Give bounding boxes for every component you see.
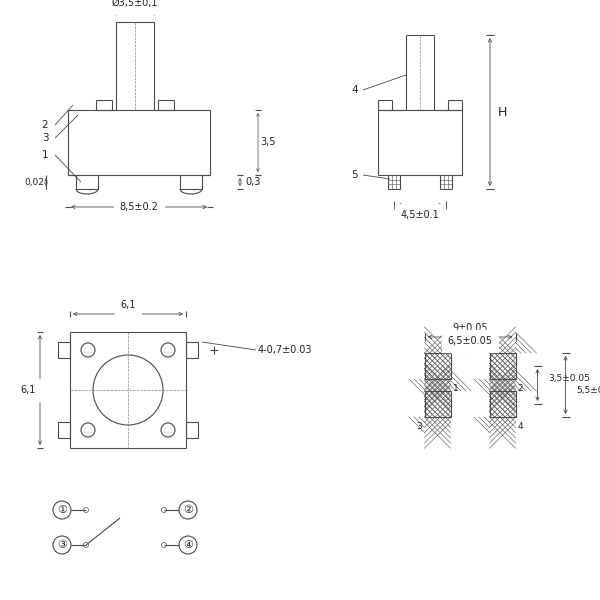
Text: ②: ② [183,505,193,515]
Text: 1: 1 [41,150,49,160]
Text: 9±0.05: 9±0.05 [452,323,488,333]
Text: 4: 4 [517,422,523,431]
Text: H: H [497,106,506,118]
Text: 4: 4 [352,85,358,95]
Text: 6,1: 6,1 [121,300,136,310]
Text: ①: ① [57,505,67,515]
Text: 5: 5 [352,170,358,180]
Text: 4,5±0.1: 4,5±0.1 [401,210,439,220]
Bar [425,391,451,417]
Circle shape [179,501,197,519]
Text: ③: ③ [57,540,67,550]
Text: 2: 2 [517,384,523,393]
Text: 0,3: 0,3 [245,177,260,187]
Circle shape [83,542,89,547]
Text: 2: 2 [41,120,49,130]
Circle shape [83,508,89,512]
Bar [425,353,451,379]
Bar [186,422,198,438]
Bar [490,391,515,417]
Text: 1: 1 [452,384,458,393]
Bar [425,353,451,379]
Circle shape [53,501,71,519]
Text: 3: 3 [41,133,49,143]
Text: 3: 3 [417,422,422,431]
Bar [425,391,451,417]
Circle shape [179,536,197,554]
Text: 8,5±0.2: 8,5±0.2 [119,202,158,212]
Text: 3,5: 3,5 [260,137,276,148]
Bar [490,391,515,417]
Text: 4-0,7±0.03: 4-0,7±0.03 [258,345,313,355]
Text: 6,1: 6,1 [20,385,35,395]
Circle shape [53,536,71,554]
Circle shape [161,542,167,547]
Text: 3,5±0.05: 3,5±0.05 [548,374,590,383]
Circle shape [161,508,167,512]
Text: ④: ④ [183,540,193,550]
Bar [490,353,515,379]
Bar [490,353,515,379]
Bar [186,342,198,358]
Bar [58,422,70,438]
Text: 6,5±0.05: 6,5±0.05 [448,336,493,346]
Text: Ø3,5±0,1: Ø3,5±0,1 [112,0,158,8]
Bar [58,342,70,358]
Text: 5,5±0.05: 5,5±0.05 [577,386,600,395]
Text: 0,02: 0,02 [24,178,44,187]
